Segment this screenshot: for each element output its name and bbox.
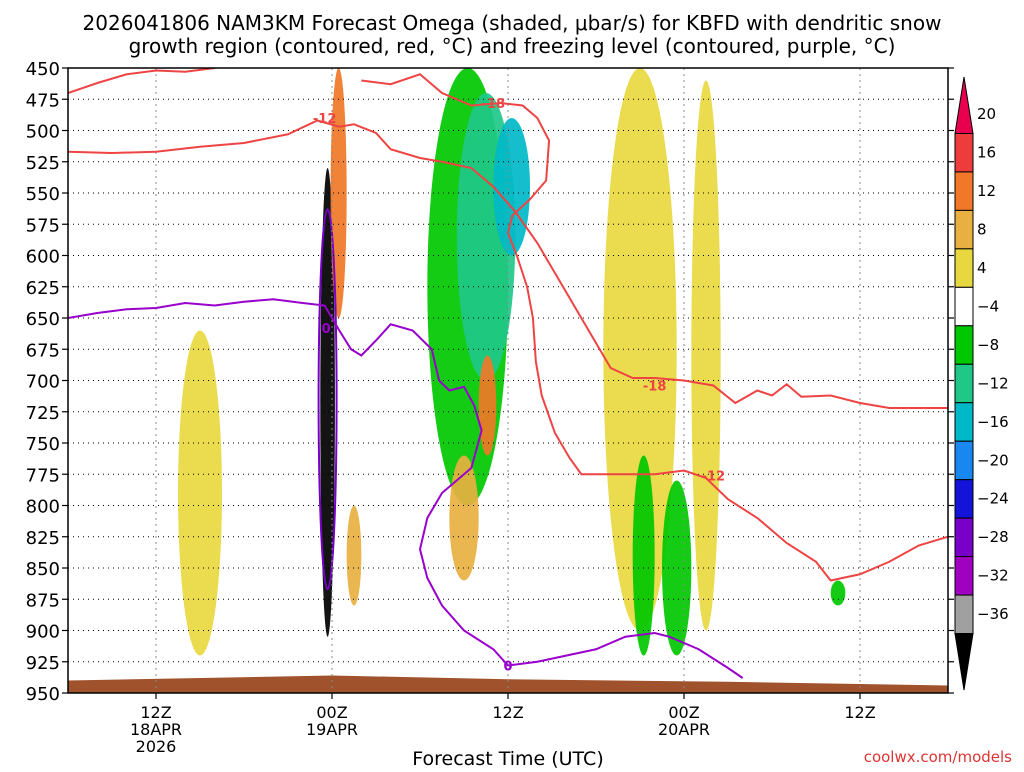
temp-contour-upper	[68, 68, 215, 94]
colorbar-label: 8	[977, 220, 987, 238]
colorbar-swatch	[954, 556, 974, 596]
omega-region-7	[178, 330, 222, 656]
x-tick-label: 20APR	[658, 720, 710, 739]
omega-region-12	[662, 480, 692, 656]
colorbar-swatch	[954, 286, 974, 327]
colorbar-label: 12	[977, 182, 996, 200]
colorbar-label: −28	[977, 528, 1009, 546]
colorbar-label: 4	[977, 259, 987, 277]
y-tick-label: 625	[26, 278, 60, 299]
y-tick-label: 525	[26, 153, 60, 174]
colorbar-label: −24	[977, 490, 1009, 508]
omega-region-13	[830, 580, 846, 606]
x-tick-label: 18APR	[130, 720, 182, 739]
x-axis-title: Forecast Time (UTC)	[412, 748, 603, 768]
y-tick-label: 550	[26, 184, 60, 205]
contour-label: 0	[503, 660, 512, 675]
y-tick-label: 825	[26, 528, 60, 549]
y-tick-label: 700	[26, 372, 60, 393]
omega-region-4	[493, 118, 530, 256]
y-tick-label: 925	[26, 653, 60, 674]
y-tick-label: 900	[26, 622, 60, 643]
omega-region-9	[603, 68, 677, 631]
colorbar-swatch	[954, 363, 974, 404]
plot-area: -18 -12 -18 -12 0 0	[67, 67, 949, 694]
y-tick-label: 650	[26, 309, 60, 330]
y-tick-label: 750	[26, 434, 60, 455]
colorbar-arrow-top	[954, 76, 974, 134]
terrain-band	[68, 675, 948, 693]
y-tick-label: 850	[26, 559, 60, 580]
colorbar-arrow-bottom	[954, 633, 974, 691]
x-tick-label: 12Z	[140, 703, 171, 722]
y-tick-label: 725	[26, 403, 60, 424]
colorbar-label: −4	[977, 297, 999, 315]
colorbar-label: −16	[977, 413, 1009, 431]
colorbar-label: −20	[977, 451, 1009, 469]
colorbar: 20 16 12 8 4 −4 −8 −12 −16 −20 −24 −28 −32 −36	[954, 76, 1009, 691]
chart-title-line1: 2026041806 NAM3KM Forecast Omega (shaded…	[83, 11, 942, 35]
omega-region-10	[691, 80, 721, 631]
colorbar-label: −12	[977, 374, 1009, 392]
contour-label: -12	[702, 470, 726, 485]
y-tick-label: 775	[26, 465, 60, 486]
x-tick-label: 12Z	[492, 703, 523, 722]
colorbar-swatch	[954, 132, 974, 173]
omega-region-8	[346, 505, 362, 606]
omega-core-ring	[317, 208, 338, 591]
y-axis: 450 475 500 525 550 575 600 625 650 675 700 725 750 7…	[26, 59, 954, 705]
colorbar-swatch	[954, 248, 974, 288]
y-tick-label: 450	[26, 59, 60, 80]
colorbar-label: 20	[977, 105, 996, 123]
omega-region-0	[320, 168, 335, 637]
contour-label: -18	[482, 97, 506, 112]
colorbar-swatch	[954, 325, 974, 365]
chart-title-line2: growth region (contoured, red, °C) and f…	[129, 34, 896, 58]
colorbar-label: −36	[977, 605, 1009, 623]
watermark-text: coolwx.com/models	[864, 748, 1012, 766]
colorbar-label: −8	[977, 336, 999, 354]
y-tick-label: 575	[26, 215, 60, 236]
colorbar-swatch	[954, 440, 974, 481]
plot-inner: -18 -12 -18 -12 0 0	[68, 68, 948, 693]
omega-region-5	[478, 355, 497, 456]
x-tick-label: 00Z	[668, 703, 699, 722]
colorbar-swatch	[954, 594, 974, 635]
temp-contour-minus18	[68, 119, 948, 409]
colorbar-label: −32	[977, 567, 1009, 585]
y-tick-label: 675	[26, 340, 60, 361]
freezing-level-contour	[68, 298, 744, 679]
colorbar-swatch	[954, 171, 974, 211]
omega-region-11	[632, 455, 655, 656]
x-tick-label: 12Z	[844, 703, 875, 722]
contour-label: -18	[643, 380, 667, 395]
colorbar-swatch	[954, 402, 974, 442]
contour-label: 0	[322, 322, 331, 337]
y-tick-label: 500	[26, 122, 60, 143]
temp-contour-minus12	[361, 73, 948, 582]
x-tick-label: 19APR	[306, 720, 358, 739]
colorbar-swatch	[954, 209, 974, 250]
y-tick-label: 600	[26, 247, 60, 268]
y-tick-label: 800	[26, 497, 60, 518]
colorbar-label: 16	[977, 144, 996, 162]
omega-region-6	[449, 455, 479, 581]
y-tick-label: 950	[26, 684, 60, 705]
colorbar-swatch	[954, 517, 974, 558]
y-tick-label: 875	[26, 590, 60, 611]
x-tick-label: 00Z	[316, 703, 347, 722]
contour-label: -12	[313, 112, 337, 127]
y-tick-label: 475	[26, 90, 60, 111]
colorbar-swatch	[954, 479, 974, 519]
x-tick-label: 2026	[136, 737, 177, 756]
